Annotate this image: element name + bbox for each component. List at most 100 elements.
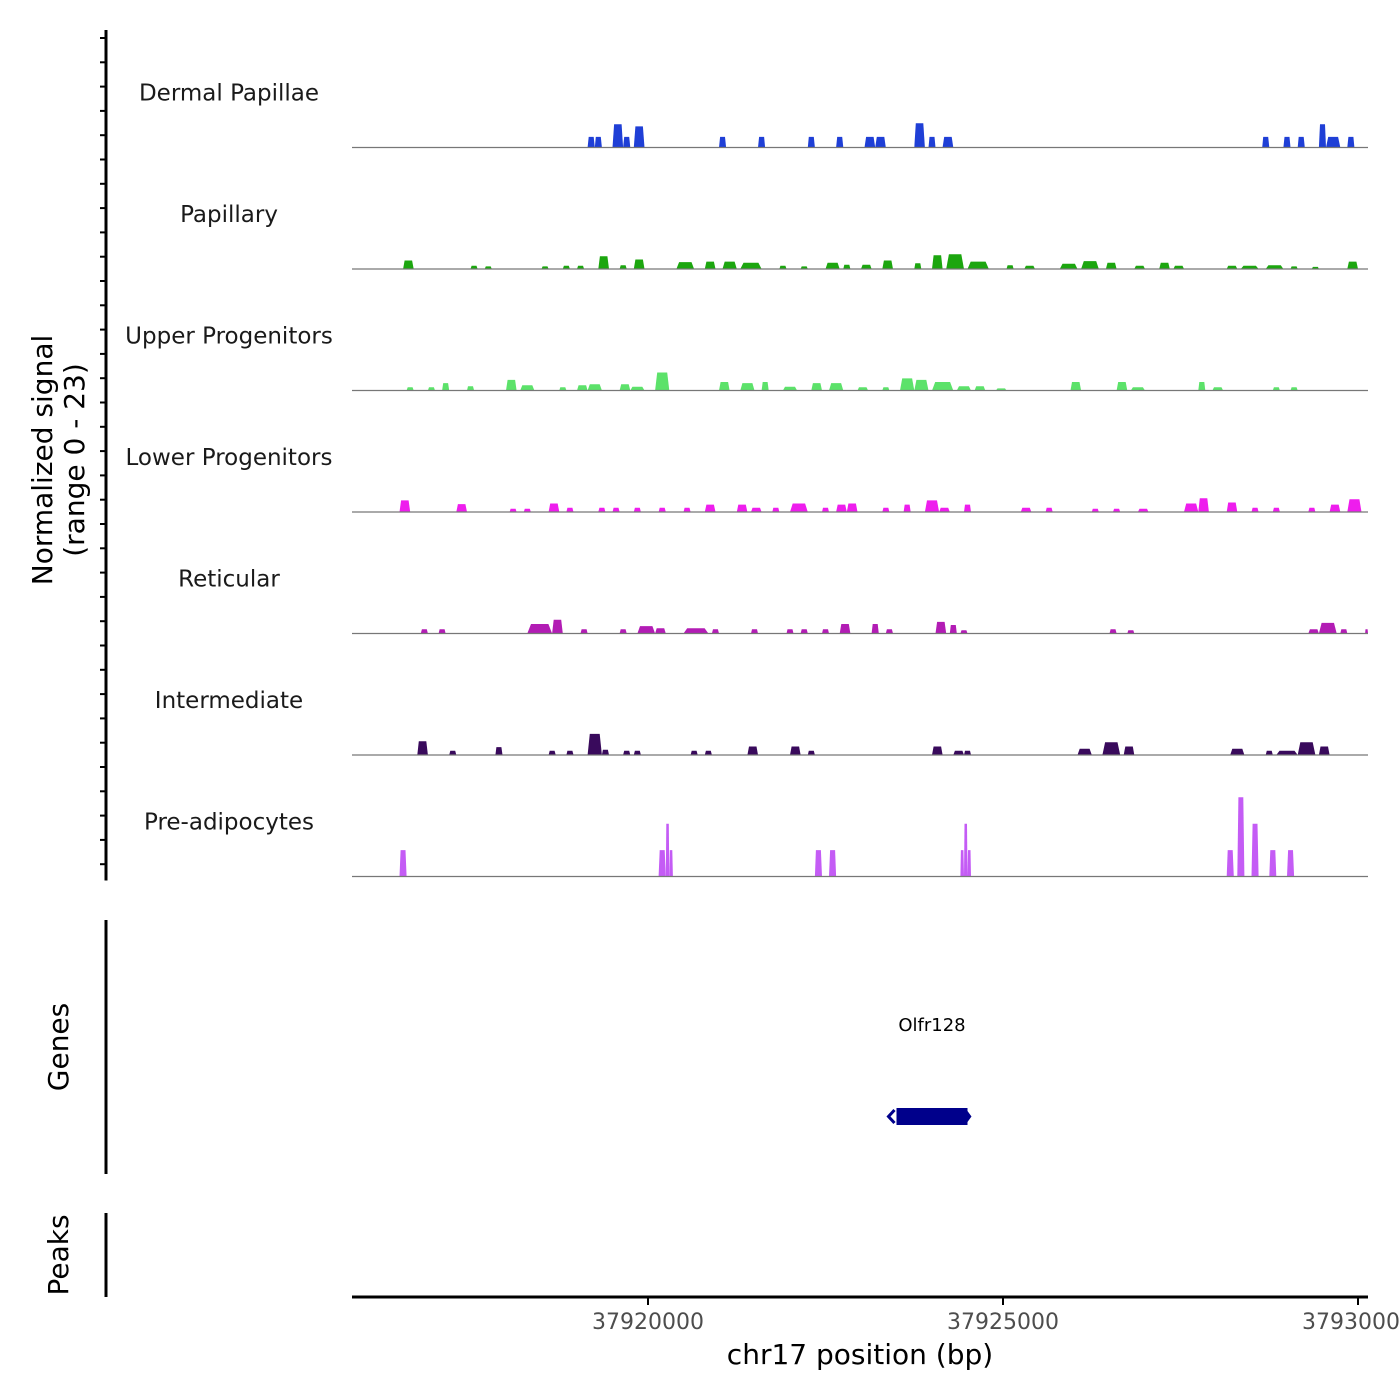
signal-peak [829,383,844,391]
signal-peak [612,124,624,148]
signal-peak [1276,750,1298,755]
signal-peak [630,386,645,391]
signal-peak [427,387,435,391]
signal-peak [612,507,620,512]
signal-peak [676,262,695,269]
signal-peak [882,507,890,512]
signal-peak [1297,136,1305,148]
signal-peak [417,741,428,755]
signal-peak [1006,265,1014,269]
gene-olfr128: Olfr128 [886,1015,972,1125]
signal-peak [420,629,428,634]
genes-track-label: Genes [42,1003,75,1091]
signal-peak [736,504,748,512]
signal-peak [882,387,890,391]
signal-peak [406,387,414,391]
signal-peak [871,624,879,634]
signal-peak [1326,136,1341,148]
x-tick-label: 37925000 [947,1310,1059,1335]
y-axis-title-line2: (range 0 - 23) [58,363,91,557]
signal-peak [562,265,570,269]
signal-peak [964,750,971,755]
signal-peak [527,624,553,634]
signal-peak [1329,504,1341,512]
signal-peak [1297,742,1316,755]
signal-peak [932,382,954,391]
track-label: Dermal Papillae [139,81,319,107]
signal-peak [811,383,822,391]
track-lower-progenitors: Lower Progenitors [126,445,1368,513]
signal-peak [857,387,869,391]
track-upper-progenitors: Upper Progenitors [125,324,1368,392]
signal-peak [822,629,829,634]
signal-peak [655,628,666,634]
signal-peak [914,379,929,391]
signal-peak [633,259,645,269]
signal-peak [711,629,719,634]
signal-peak [964,504,971,512]
track-label: Pre-adipocytes [144,810,314,836]
signal-peak [1091,508,1099,512]
signal-peak [1251,823,1259,877]
signal-peak [658,850,666,877]
signal-peak [751,629,758,634]
signal-peak [619,629,627,634]
signal-peak [552,619,563,634]
signal-peak [900,378,915,391]
signal-peak [974,386,986,391]
signal-peak [751,507,762,512]
track-intermediate: Intermediate [155,688,1368,756]
signal-peak [1198,498,1209,512]
signal-peak [1113,508,1121,512]
signal-peak [1102,742,1121,755]
signal-peak [964,823,968,877]
signal-peak [885,629,893,634]
signal-peak [665,823,670,877]
signal-peak [442,383,450,391]
signal-peak [658,507,666,512]
signal-peak [1109,629,1117,634]
track-label: Papillary [180,202,278,228]
signal-peak [1290,266,1298,269]
track-papillary: Papillary [180,202,1368,270]
coverage-tracks: Dermal Papillae Papillary Upper Progenitor… [125,81,1368,878]
signal-peak [946,254,964,269]
signal-peak [800,629,808,634]
signal-peak [960,850,964,877]
signal-peak [1159,262,1170,269]
signal-peak [956,386,971,391]
x-tick-label: 37920000 [592,1310,704,1335]
signal-peak [807,750,815,755]
signal-peak [456,504,467,512]
signal-peak [655,372,670,391]
signal-peak [822,507,829,512]
signal-peak [1123,746,1135,755]
signal-peak [587,733,602,755]
signal-peak [839,624,851,634]
signal-peak [740,262,762,269]
signal-peak [506,379,517,391]
signal-peak [541,266,549,269]
signal-peak [740,383,755,391]
signal-peak [719,136,727,148]
x-axis-title: chr17 position (bp) [727,1338,993,1371]
signal-peak [782,386,798,391]
signal-peak [719,382,730,391]
signal-peak [1212,387,1224,391]
signal-peak [704,750,712,755]
signal-peak [1318,124,1326,148]
signal-peak [1287,850,1295,877]
signal-peak [1347,499,1362,512]
signal-peak [846,503,858,512]
signal-peak [1308,507,1316,512]
signal-peak [577,385,588,391]
signal-peak [633,507,641,512]
signal-peak [1116,382,1128,391]
signal-peak [509,508,517,512]
x-axis: 37920000 37925000 37930000 [352,1295,1400,1335]
track-reticular: Reticular [178,567,1368,635]
signal-peak [704,261,716,269]
signal-peak [1184,503,1199,512]
signal-peak [399,500,411,512]
signal-peak [438,629,446,634]
